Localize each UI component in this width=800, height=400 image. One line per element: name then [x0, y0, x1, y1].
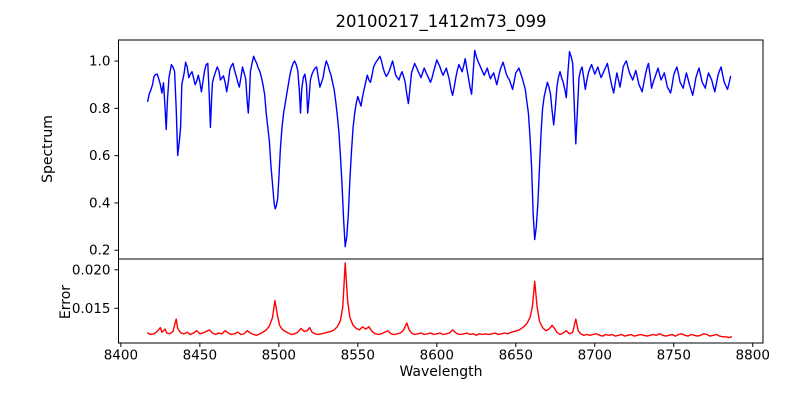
spectrum-line [146, 49, 732, 248]
x-tick-label: 8550 [341, 348, 375, 364]
spectrum-y-tick-label: 0.4 [89, 195, 110, 211]
x-tick-label: 8700 [578, 348, 612, 364]
error-panel-border [118, 258, 764, 344]
spectrum-y-tick-label: 0.6 [89, 148, 110, 164]
spectrum-y-tick-label: 1.0 [89, 54, 110, 70]
error-y-tick-label: 0.020 [72, 262, 111, 278]
x-tick-label: 8650 [499, 348, 533, 364]
spectrum-y-tick-label: 0.2 [89, 243, 110, 259]
spectrum-y-tick-label: 0.8 [89, 101, 110, 117]
x-tick-label: 8400 [104, 348, 138, 364]
x-tick-label: 8800 [736, 348, 770, 364]
x-tick-label: 8600 [420, 348, 454, 364]
x-axis-label: Wavelength [399, 364, 483, 380]
error-y-tick-label: 0.015 [72, 301, 111, 317]
x-tick-label: 8500 [262, 348, 296, 364]
x-tick-label: 8750 [657, 348, 691, 364]
x-tick-label: 8450 [183, 348, 217, 364]
error-line [146, 262, 733, 339]
chart-title: 20100217_1412m73_099 [335, 12, 547, 31]
